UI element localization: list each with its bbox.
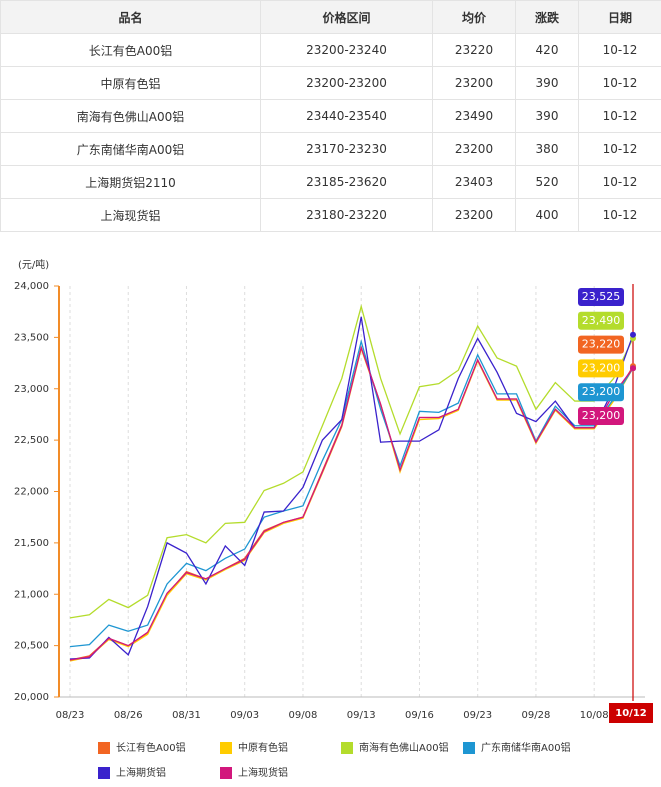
legend-item: 南海有色佛山A00铝 bbox=[341, 741, 449, 754]
table-cell: 10-12 bbox=[578, 132, 661, 166]
x-tick-label: 08/23 bbox=[56, 710, 85, 721]
y-tick-label: 21,500 bbox=[14, 538, 49, 549]
value-label-box bbox=[578, 311, 624, 330]
header-cell: 日期 bbox=[578, 0, 661, 34]
value-label-box bbox=[578, 407, 624, 425]
legend-item: 上海期货铝 bbox=[98, 766, 166, 779]
table-cell: 中原有色铝 bbox=[0, 66, 261, 100]
x-tick-label: 09/16 bbox=[405, 710, 434, 721]
series-line bbox=[69, 345, 634, 661]
y-tick-label: 23,500 bbox=[14, 332, 49, 343]
y-tick-label: 20,000 bbox=[14, 692, 49, 703]
legend-item: 长江有色A00铝 bbox=[98, 741, 186, 754]
x-tick-label: 09/13 bbox=[347, 710, 376, 721]
series-line bbox=[69, 345, 634, 661]
table-cell: 23220 bbox=[432, 33, 516, 67]
x-tick-label: 09/28 bbox=[522, 710, 551, 721]
table-row: 长江有色A00铝 23200-23240 23220 420 10-12 bbox=[0, 33, 661, 67]
price-table: 品名 价格区间 均价 涨跌 日期 长江有色A00铝 23200-23240 23220 420… bbox=[0, 0, 661, 232]
table-cell: 520 bbox=[515, 165, 579, 199]
table-cell: 390 bbox=[515, 66, 579, 100]
y-axis-label: (元/吨) bbox=[18, 258, 49, 271]
table-row: 上海现货铝 23180-23220 23200 400 10-12 bbox=[0, 198, 661, 232]
legend-swatch bbox=[220, 742, 232, 754]
series-line bbox=[69, 304, 634, 619]
table-cell: 23490 bbox=[432, 99, 516, 133]
table-cell: 420 bbox=[515, 33, 579, 67]
value-label: 23,490 bbox=[582, 314, 621, 327]
series-line bbox=[69, 346, 634, 662]
value-label: 23,200 bbox=[582, 409, 621, 422]
table-cell: 10-12 bbox=[578, 198, 661, 232]
value-label: 23,200 bbox=[582, 385, 621, 398]
value-label: 23,525 bbox=[582, 290, 621, 303]
y-tick-label: 23,000 bbox=[14, 384, 49, 395]
legend-swatch bbox=[341, 742, 353, 754]
y-tick-label: 20,500 bbox=[14, 641, 49, 652]
series-line bbox=[69, 316, 634, 660]
legend-swatch bbox=[220, 767, 232, 779]
header-cell: 品名 bbox=[0, 0, 261, 34]
x-tick-label: 09/23 bbox=[463, 710, 492, 721]
point bbox=[630, 365, 636, 372]
legend-item: 中原有色铝 bbox=[220, 741, 288, 754]
x-tick-label: 10/12 bbox=[615, 708, 647, 719]
table-cell: 南海有色佛山A00铝 bbox=[0, 99, 261, 133]
table-cell: 10-12 bbox=[578, 33, 661, 67]
x-tick-label: 09/08 bbox=[289, 710, 318, 721]
table-cell: 上海期货铝2110 bbox=[0, 165, 261, 199]
value-label: 23,220 bbox=[582, 338, 621, 351]
table-cell: 10-12 bbox=[578, 99, 661, 133]
table-cell: 10-12 bbox=[578, 66, 661, 100]
table-cell: 23200 bbox=[432, 198, 516, 232]
legend-label: 上海现货铝 bbox=[238, 766, 288, 779]
table-cell: 上海现货铝 bbox=[0, 198, 261, 232]
table-cell: 23180-23220 bbox=[260, 198, 433, 232]
point bbox=[630, 331, 636, 338]
legend-swatch bbox=[463, 742, 475, 754]
value-label-box bbox=[578, 359, 624, 378]
legend-item: 上海现货铝 bbox=[220, 766, 288, 779]
legend-item: 广东南储华南A00铝 bbox=[463, 741, 571, 754]
legend-label: 广东南储华南A00铝 bbox=[481, 741, 571, 754]
legend-label: 南海有色佛山A00铝 bbox=[359, 741, 449, 754]
legend-label: 上海期货铝 bbox=[116, 766, 166, 779]
x-tick-label: 08/31 bbox=[172, 710, 201, 721]
value-label-box bbox=[578, 288, 624, 306]
legend-swatch bbox=[98, 742, 110, 754]
series-line bbox=[69, 338, 634, 648]
highlight-box bbox=[609, 703, 653, 723]
value-label-box bbox=[578, 335, 624, 354]
table-header: 品名 价格区间 均价 涨跌 日期 bbox=[0, 0, 661, 34]
legend-label: 中原有色铝 bbox=[238, 741, 288, 754]
table-row: 中原有色铝 23200-23200 23200 390 10-12 bbox=[0, 66, 661, 100]
value-label-box bbox=[578, 383, 624, 402]
y-tick-label: 22,000 bbox=[14, 487, 49, 498]
legend-label: 长江有色A00铝 bbox=[116, 741, 186, 754]
x-tick-label: 08/26 bbox=[114, 710, 143, 721]
y-tick-label: 22,500 bbox=[14, 435, 49, 446]
x-tick-label: 10/08 bbox=[580, 710, 609, 721]
table-cell: 广东南储华南A00铝 bbox=[0, 132, 261, 166]
table-row: 广东南储华南A00铝 23170-23230 23200 380 10-12 bbox=[0, 132, 661, 166]
table-cell: 23200-23240 bbox=[260, 33, 433, 67]
table-body: 长江有色A00铝 23200-23240 23220 420 10-12 中原有色铝 232… bbox=[0, 33, 661, 232]
y-tick-label: 21,000 bbox=[14, 589, 49, 600]
value-label: 23,200 bbox=[582, 361, 621, 374]
x-tick-label: 09/03 bbox=[230, 710, 259, 721]
legend-swatch bbox=[98, 767, 110, 779]
table-row: 南海有色佛山A00铝 23440-23540 23490 390 10-12 bbox=[0, 99, 661, 133]
y-tick-label: 24,000 bbox=[14, 281, 49, 292]
table-cell: 23185-23620 bbox=[260, 165, 433, 199]
